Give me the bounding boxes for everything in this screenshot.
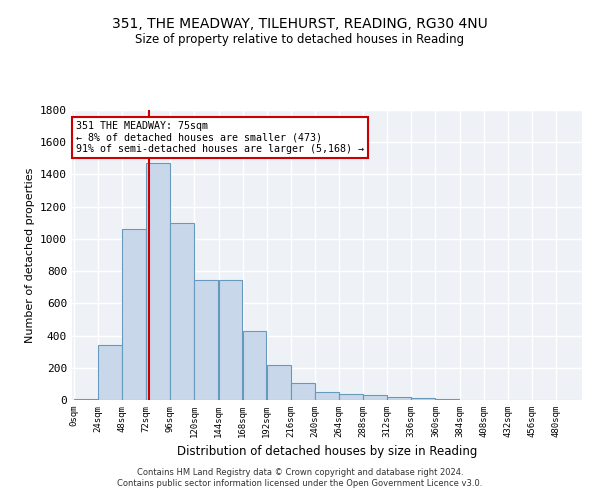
X-axis label: Distribution of detached houses by size in Reading: Distribution of detached houses by size … [177,446,477,458]
Bar [387,397,411,400]
Bar [194,280,218,400]
Text: Size of property relative to detached houses in Reading: Size of property relative to detached ho… [136,32,464,46]
Text: Contains HM Land Registry data © Crown copyright and database right 2024.
Contai: Contains HM Land Registry data © Crown c… [118,468,482,487]
Bar [98,345,122,400]
Bar [267,364,290,400]
Bar [242,330,266,400]
Bar [291,383,314,400]
Bar [170,223,194,400]
Bar [122,229,146,400]
Bar [218,280,242,400]
Y-axis label: Number of detached properties: Number of detached properties [25,168,35,342]
Text: 351 THE MEADWAY: 75sqm
← 8% of detached houses are smaller (473)
91% of semi-det: 351 THE MEADWAY: 75sqm ← 8% of detached … [76,122,364,154]
Bar [315,392,339,400]
Bar [436,399,459,400]
Bar [74,399,98,400]
Bar [339,394,363,400]
Bar [363,395,387,400]
Text: 351, THE MEADWAY, TILEHURST, READING, RG30 4NU: 351, THE MEADWAY, TILEHURST, READING, RG… [112,18,488,32]
Bar [146,163,170,400]
Bar [412,398,435,400]
